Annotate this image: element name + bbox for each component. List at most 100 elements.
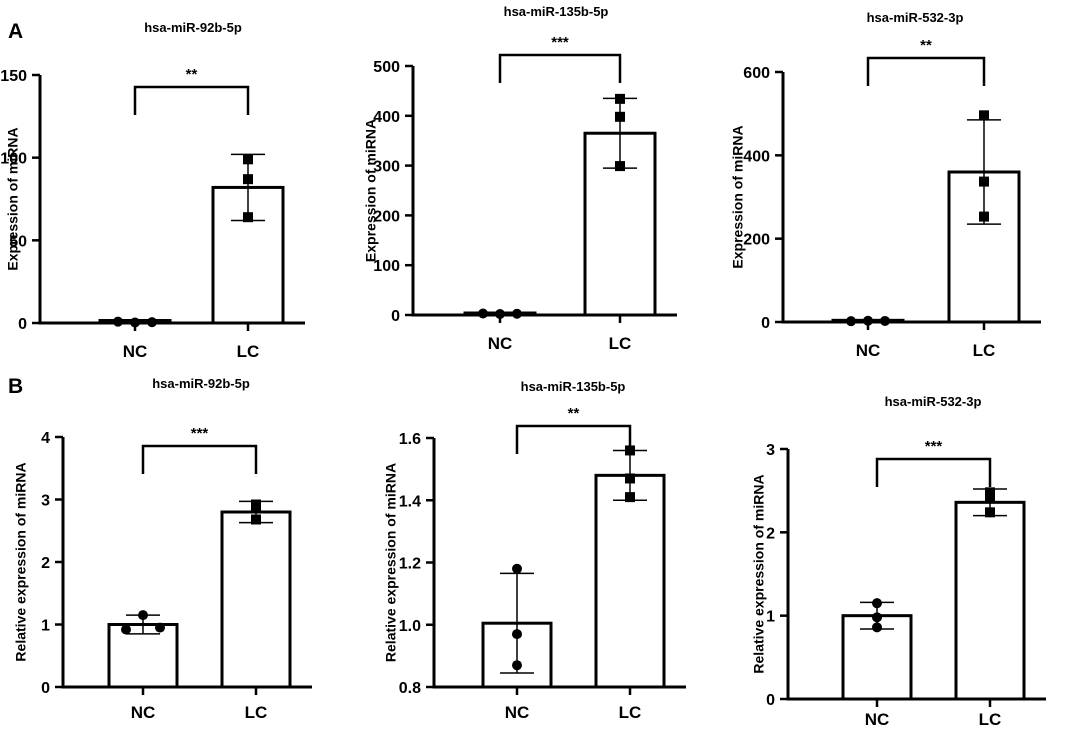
data-point-lc — [243, 212, 253, 223]
data-point-lc — [615, 111, 625, 122]
y-tick-label: 200 — [743, 232, 770, 249]
y-tick-label: 300 — [373, 159, 400, 176]
x-tick-label: LC — [245, 703, 268, 722]
significance-bracket — [875, 457, 992, 487]
y-tick-label: 2 — [766, 525, 775, 542]
chart-title: hsa-miR-135b-5p — [521, 379, 626, 394]
significance-label: ** — [920, 37, 932, 54]
bar — [594, 473, 666, 689]
x-tick-label: LC — [973, 341, 996, 360]
chart-4: hsa-miR-92b-5p Relative expression of miR… — [13, 376, 312, 722]
data-point-nc — [495, 309, 505, 320]
data-point-nc — [512, 308, 522, 319]
chart-1: hsa-miR-92b-5p Expression of miRNA 0 50 100 1… — [0, 20, 305, 361]
data-point-lc — [979, 176, 989, 187]
data-point-lc — [615, 161, 625, 172]
data-point-nc — [512, 660, 522, 671]
significance-bracket — [866, 56, 986, 86]
y-tick-label: 3 — [41, 493, 50, 510]
x-tick-label: NC — [505, 703, 530, 722]
chart-6: hsa-miR-532-3p Relative expression of miR… — [751, 394, 1046, 729]
data-point-nc — [872, 598, 882, 609]
y-tick-label: 500 — [373, 59, 400, 76]
x-tick-label: NC — [856, 341, 881, 360]
y-tick-label: 1.6 — [399, 431, 421, 448]
data-point-lc — [243, 174, 253, 185]
data-point-nc — [138, 610, 148, 621]
y-axis-label: Expression of miRNA — [363, 119, 379, 262]
y-tick-label: 400 — [743, 148, 770, 165]
y-tick-label: 0 — [41, 680, 50, 697]
bar — [107, 623, 179, 689]
x-tick-label: NC — [865, 710, 890, 729]
significance-label: ** — [568, 405, 580, 422]
y-tick-label: 0 — [18, 316, 27, 333]
y-tick-label: 100 — [0, 151, 27, 168]
data-point-nc — [121, 624, 131, 635]
chart-title: hsa-miR-135b-5p — [504, 4, 609, 19]
x-tick-label: LC — [619, 703, 642, 722]
y-tick-label: 1 — [766, 609, 775, 626]
chart-title: hsa-miR-532-3p — [867, 10, 964, 25]
y-tick-label: 0 — [761, 315, 770, 332]
x-tick-label: NC — [488, 334, 513, 353]
y-tick-label: 200 — [373, 208, 400, 225]
significance-bracket — [515, 424, 632, 454]
chart-title: hsa-miR-532-3p — [885, 394, 982, 409]
y-axis-label: Relative expression of miRNA — [13, 462, 29, 661]
y-axis-label: Relative expression of miRNA — [383, 463, 399, 662]
y-tick-label: 2 — [41, 555, 50, 572]
bar — [220, 510, 292, 689]
data-point-nc — [130, 317, 140, 328]
data-point-lc — [979, 211, 989, 222]
x-tick-label: NC — [123, 342, 148, 361]
significance-label: ** — [186, 66, 198, 83]
y-tick-label: 3 — [766, 442, 775, 459]
y-axis-label: Expression of miRNA — [5, 127, 21, 270]
y-tick-label: 150 — [0, 68, 27, 85]
y-axis-label: Expression of miRNA — [730, 125, 746, 268]
data-point-lc — [625, 473, 635, 484]
data-point-lc — [615, 93, 625, 104]
significance-bracket — [133, 85, 250, 115]
chart-2: hsa-miR-135b-5p Expression of miRNA 0 100 20… — [363, 4, 677, 353]
data-point-nc — [147, 317, 157, 328]
panel-label-b: B — [8, 375, 24, 398]
data-point-lc — [979, 110, 989, 121]
data-point-nc — [478, 308, 488, 319]
significance-bracket — [498, 53, 622, 83]
data-point-lc — [251, 514, 261, 525]
data-point-lc — [985, 487, 995, 498]
y-tick-label: 1 — [41, 618, 50, 635]
data-point-nc — [846, 316, 856, 327]
data-point-nc — [872, 612, 882, 623]
data-point-nc — [872, 622, 882, 633]
y-tick-label: 400 — [373, 109, 400, 126]
bar — [954, 500, 1026, 701]
data-point-nc — [113, 316, 123, 327]
panel-label-a: A — [8, 20, 24, 43]
data-point-nc — [512, 563, 522, 574]
y-axis-label: Relative expression of miRNA — [751, 474, 767, 673]
data-point-lc — [251, 499, 261, 510]
chart-3: hsa-miR-532-3p Expression of miRNA 0 200 400… — [730, 10, 1041, 360]
chart-5: hsa-miR-135b-5p Relative expression of mi… — [383, 379, 686, 722]
chart-title: hsa-miR-92b-5p — [144, 20, 242, 35]
data-point-nc — [863, 315, 873, 326]
significance-label: *** — [551, 34, 569, 51]
data-point-nc — [880, 315, 890, 326]
data-point-nc — [512, 629, 522, 640]
data-point-lc — [243, 154, 253, 165]
y-tick-label: 0 — [391, 308, 400, 325]
chart-title: hsa-miR-92b-5p — [152, 376, 250, 391]
y-tick-label: 600 — [743, 65, 770, 82]
x-tick-label: LC — [237, 342, 260, 361]
x-tick-label: LC — [609, 334, 632, 353]
data-point-lc — [985, 507, 995, 518]
significance-label: *** — [191, 425, 209, 442]
y-tick-label: 0 — [766, 692, 775, 709]
y-tick-label: 100 — [373, 258, 400, 275]
data-point-lc — [625, 492, 635, 503]
y-tick-label: 4 — [41, 430, 50, 447]
data-point-nc — [155, 622, 165, 633]
